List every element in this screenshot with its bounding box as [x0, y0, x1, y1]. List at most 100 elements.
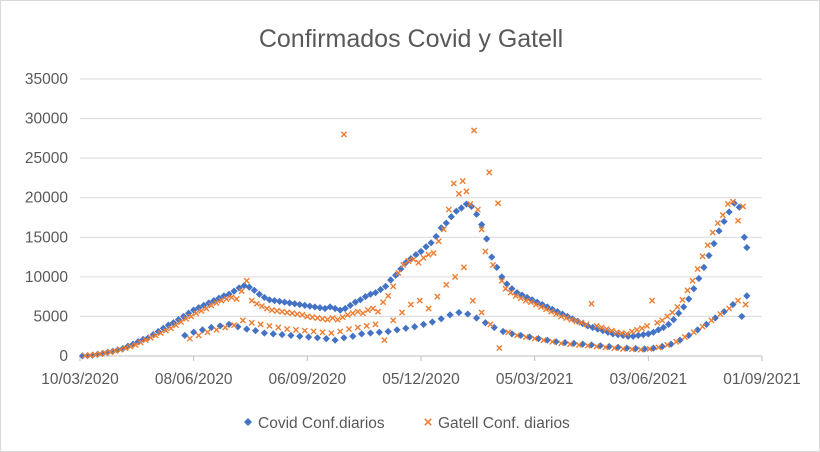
data-point-gatell [425, 251, 432, 258]
data-point-gatell [257, 321, 264, 328]
data-point-covid [198, 326, 207, 334]
data-point-covid [558, 310, 567, 318]
data-point-gatell [742, 301, 749, 308]
data-point-covid [349, 332, 357, 340]
data-point-gatell [203, 305, 210, 312]
legend-item-covid: Covid Conf.diarios [244, 415, 385, 432]
data-point-covid [104, 348, 112, 356]
data-point-covid [387, 276, 395, 284]
data-point-covid [371, 289, 380, 297]
data-point-gatell [354, 324, 361, 331]
data-point-covid [446, 311, 454, 319]
data-point-covid [296, 300, 304, 309]
data-point-covid [207, 323, 215, 332]
data-point-gatell [112, 347, 119, 354]
data-point-covid [634, 331, 642, 340]
data-point-covid [311, 303, 319, 311]
data-point-covid [528, 296, 536, 304]
data-point-covid [447, 213, 455, 221]
data-point-gatell [717, 310, 724, 318]
data-point-covid [464, 310, 472, 318]
x-tick-label: 10/03/2020 [41, 371, 119, 388]
data-point-covid [503, 280, 511, 288]
x-tick-label: 08/06/2020 [155, 371, 233, 388]
data-point-gatell [122, 344, 129, 352]
data-point-covid [442, 219, 450, 227]
data-point-gatell [253, 300, 260, 307]
data-point-covid [711, 314, 719, 322]
data-point-gatell [407, 301, 414, 308]
data-point-covid [265, 296, 274, 304]
data-point-covid [743, 292, 751, 300]
data-point-covid [291, 300, 299, 308]
data-point-gatell [563, 314, 570, 322]
data-point-gatell [602, 344, 609, 351]
data-point-gatell [575, 341, 582, 349]
data-point-covid [336, 306, 344, 314]
data-point-covid [351, 298, 359, 306]
data-point-covid [287, 331, 295, 340]
data-point-covid [725, 208, 733, 216]
data-point-covid [361, 293, 370, 301]
data-point-covid [720, 217, 728, 226]
data-point-covid [667, 340, 675, 348]
data-point-gatell [363, 322, 370, 330]
data-point-gatell [208, 302, 215, 309]
data-point-gatell [522, 333, 529, 341]
data-point-gatell [266, 322, 273, 330]
data-point-covid [89, 351, 97, 359]
data-point-covid [702, 320, 711, 328]
data-point-gatell [460, 264, 468, 271]
data-point-gatell [147, 334, 154, 341]
data-point-gatell [204, 329, 211, 336]
data-point-covid [664, 320, 673, 328]
data-point-gatell [699, 253, 706, 260]
legend-marker-x [424, 418, 432, 426]
data-point-gatell [714, 219, 721, 227]
data-point-covid [245, 283, 253, 291]
data-point-gatell [81, 352, 89, 359]
data-point-gatell [410, 256, 417, 263]
data-point-gatell [474, 206, 481, 213]
data-point-covid [690, 285, 698, 293]
data-point-covid [738, 312, 746, 321]
data-point-gatell [618, 329, 625, 337]
data-point-covid [281, 298, 289, 306]
data-point-covid [669, 315, 678, 324]
data-point-covid [472, 210, 481, 218]
y-tick-label: 25000 [25, 150, 68, 167]
data-point-gatell [284, 325, 291, 333]
data-point-covid [190, 306, 198, 314]
data-point-gatell [304, 313, 311, 320]
data-point-gatell [420, 254, 427, 261]
data-point-covid [278, 331, 286, 339]
x-tick-label: 05/03/2021 [496, 371, 574, 388]
data-point-covid [579, 340, 587, 348]
data-point-covid [596, 342, 604, 350]
data-point-gatell [478, 226, 485, 233]
data-point-gatell [198, 307, 205, 314]
data-point-covid [457, 204, 466, 212]
legend-item-gatell: Gatell Conf. diarios [424, 415, 570, 432]
data-point-gatell [415, 259, 422, 266]
y-tick-label: 0 [59, 348, 68, 365]
data-point-gatell [659, 317, 666, 324]
data-point-covid [481, 319, 490, 327]
data-point-gatell [340, 131, 348, 138]
data-point-covid [269, 330, 277, 338]
data-point-gatell [478, 309, 485, 316]
data-point-covid [346, 301, 354, 309]
data-point-covid [685, 331, 693, 340]
data-point-covid [740, 233, 748, 241]
data-point-gatell [398, 309, 406, 316]
y-tick-label: 15000 [25, 229, 68, 246]
data-point-gatell [628, 328, 636, 335]
data-point-gatell [177, 318, 185, 326]
y-axis-tick-labels: 0 5000 10000 15000 20000 25000 30000 35000 [25, 71, 68, 365]
data-point-covid [366, 290, 375, 298]
data-point-covid [427, 239, 435, 247]
data-point-gatell [547, 308, 555, 315]
data-point-covid [599, 327, 607, 335]
data-point-gatell [395, 269, 402, 276]
